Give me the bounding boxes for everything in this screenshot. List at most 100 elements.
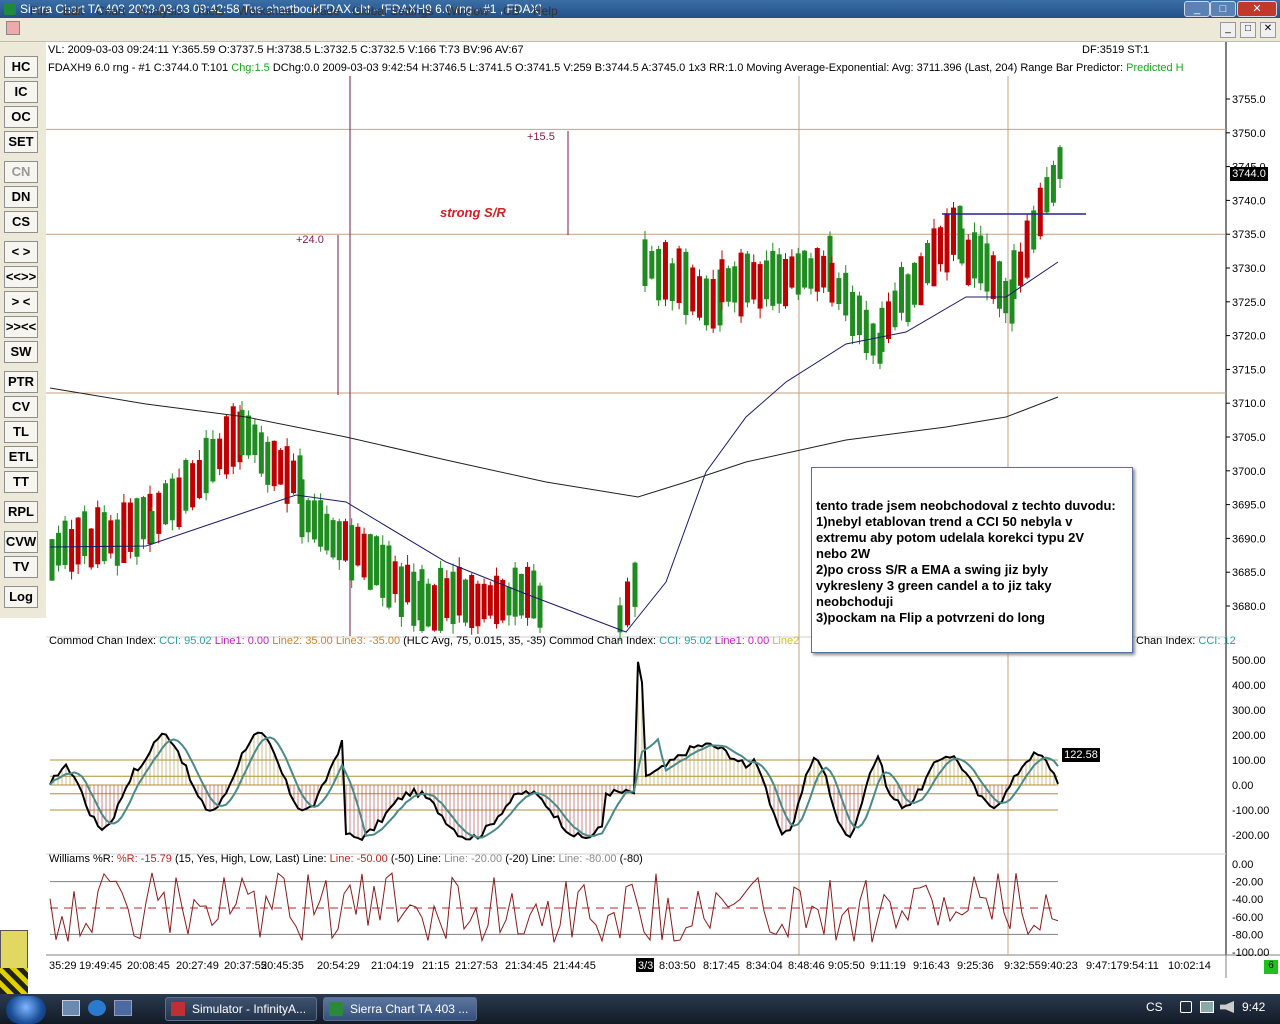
up-candle [305, 500, 311, 533]
menu-file[interactable]: File [30, 4, 50, 18]
switch-windows-icon[interactable] [114, 1000, 132, 1016]
mdi-icon[interactable] [6, 21, 20, 35]
down-candle [525, 566, 531, 618]
clock[interactable]: 9:42 [1242, 1000, 1266, 1014]
tool-ptr-button[interactable]: PTR [4, 371, 38, 393]
tool-tv-button[interactable]: TV [4, 556, 38, 578]
note-line-5: 2)po cross S/R a EMA a swing jiz byly [816, 562, 1049, 577]
up-candle [725, 268, 731, 302]
tool-compress2-button[interactable]: >><< [4, 316, 38, 338]
tool-cn-button[interactable]: CN [4, 161, 38, 183]
show-desktop-icon[interactable] [62, 1000, 80, 1016]
note-line-7: neobchoduji [816, 594, 894, 609]
maximize-button[interactable]: □ [1210, 1, 1236, 17]
down-candle [690, 267, 696, 312]
taskbar-item-sierra[interactable]: Sierra Chart TA 403 ... [323, 997, 477, 1021]
tool-expand-button[interactable]: <<>> [4, 266, 38, 288]
down-candle [697, 276, 703, 318]
up-candle [398, 566, 404, 617]
menu-chart[interactable]: Chart [96, 4, 126, 18]
up-candle [101, 512, 107, 562]
up-candle [462, 579, 468, 623]
down-candle [951, 207, 956, 255]
note-line-2: 1)nebyl etablovan trend a CCI 50 nebyla … [816, 514, 1073, 529]
tool-cvw-button[interactable]: CVW [4, 531, 38, 553]
up-candle [245, 415, 251, 456]
time-axis-label: 35:29 [49, 960, 77, 972]
tool-etl-button[interactable]: ETL [4, 446, 38, 468]
cci-axis-label: 300.00 [1232, 705, 1266, 717]
menu-edit[interactable]: Edit [63, 4, 84, 18]
tool-scroll-button[interactable]: < > [4, 241, 38, 263]
cci-axis-label: 500.00 [1232, 655, 1266, 667]
ie-icon[interactable] [88, 1000, 106, 1016]
network-icon[interactable] [1200, 1001, 1214, 1013]
menu-help[interactable]: Help [533, 4, 558, 18]
price-axis-label: 3710.0 [1232, 398, 1266, 410]
tool-ic-button[interactable]: IC [4, 81, 38, 103]
start-button[interactable] [6, 996, 46, 1024]
up-candle [925, 243, 930, 284]
up-candle [163, 483, 169, 525]
tool-oc-button[interactable]: OC [4, 106, 38, 128]
down-candle [829, 262, 835, 303]
tool-cs-button[interactable]: CS [4, 211, 38, 233]
down-candle [1024, 220, 1030, 278]
tray-chevron-icon[interactable] [1180, 1001, 1192, 1013]
time-axis-label: 9:47:17 [1086, 960, 1123, 972]
up-candle [972, 232, 977, 279]
corner-box[interactable]: 6 [1264, 960, 1278, 974]
menu-tools[interactable]: Tools [196, 4, 225, 18]
menu-analysis[interactable]: Analysis [138, 4, 183, 18]
down-candle [886, 301, 891, 339]
up-candle [258, 432, 264, 474]
menu-trade[interactable]: Trade [309, 4, 340, 18]
tool-compress-button[interactable]: > < [4, 291, 38, 313]
tool-log-button[interactable]: Log [4, 586, 38, 608]
menu-global-settings[interactable]: Global Settings [352, 4, 434, 18]
note-line-1: tento trade jsem neobchodoval z techto d… [816, 498, 1116, 513]
mdi-minimize-button[interactable]: _ [1220, 22, 1236, 38]
tool-sw-button[interactable]: SW [4, 341, 38, 363]
up-candle [892, 290, 898, 328]
mdi-close-button[interactable]: ✕ [1260, 22, 1276, 38]
window-titlebar[interactable]: Sierra Chart TA 403 2009-03-03 09:42:58 … [0, 0, 1280, 18]
tool-dn-button[interactable]: DN [4, 186, 38, 208]
minimize-button[interactable]: _ [1184, 1, 1210, 17]
status-line: VL: 2009-03-03 09:24:11 Y:365.59 O:3737.… [48, 44, 524, 56]
tool-hc-button[interactable]: HC [4, 56, 38, 78]
mdi-restore-button[interactable]: □ [1240, 22, 1256, 38]
time-axis-label: 3/3 [638, 960, 653, 972]
down-candle [469, 575, 475, 628]
header-predicted: Predicted H [1126, 62, 1184, 74]
language-indicator[interactable]: CS [1146, 1000, 1163, 1014]
df-st-readout: DF:3519 ST:1 [1082, 44, 1150, 56]
up-candle [336, 521, 342, 561]
sierra-icon [329, 1002, 343, 1016]
menu-window[interactable]: Window [446, 4, 489, 18]
up-candle [330, 520, 336, 558]
down-candle [190, 463, 196, 508]
tool-tt-button[interactable]: TT [4, 471, 38, 493]
cci-line3: Line3: -35.00 [335, 635, 401, 647]
down-candle [481, 583, 487, 620]
close-button[interactable]: ✕ [1237, 1, 1277, 17]
label-plus-15-5: +15.5 [527, 131, 555, 143]
time-axis-label: 8:34:04 [746, 960, 783, 972]
up-candle [512, 567, 518, 617]
williams-params: (15, Yes, High, Low, Last) [174, 853, 300, 865]
menu-worksheet[interactable]: Worksheet [238, 4, 296, 18]
tool-tl-button[interactable]: TL [4, 421, 38, 443]
menu-cb[interactable]: CB [503, 4, 520, 18]
tool-set-button[interactable]: SET [4, 131, 38, 153]
tool-rpl-button[interactable]: RPL [4, 501, 38, 523]
time-axis-label: 20:45:35 [261, 960, 304, 972]
down-candle [456, 566, 462, 616]
header-chg: Chg:1.5 [231, 62, 270, 74]
taskbar-item-simulator[interactable]: Simulator - InfinityA... [165, 997, 317, 1021]
up-candle [299, 479, 305, 538]
cci-value-2: CCI: 95.02 [659, 635, 712, 647]
up-candle [386, 545, 392, 608]
trade-note-box[interactable]: tento trade jsem neobchodoval z techto d… [811, 467, 1133, 653]
tool-cv-button[interactable]: CV [4, 396, 38, 418]
